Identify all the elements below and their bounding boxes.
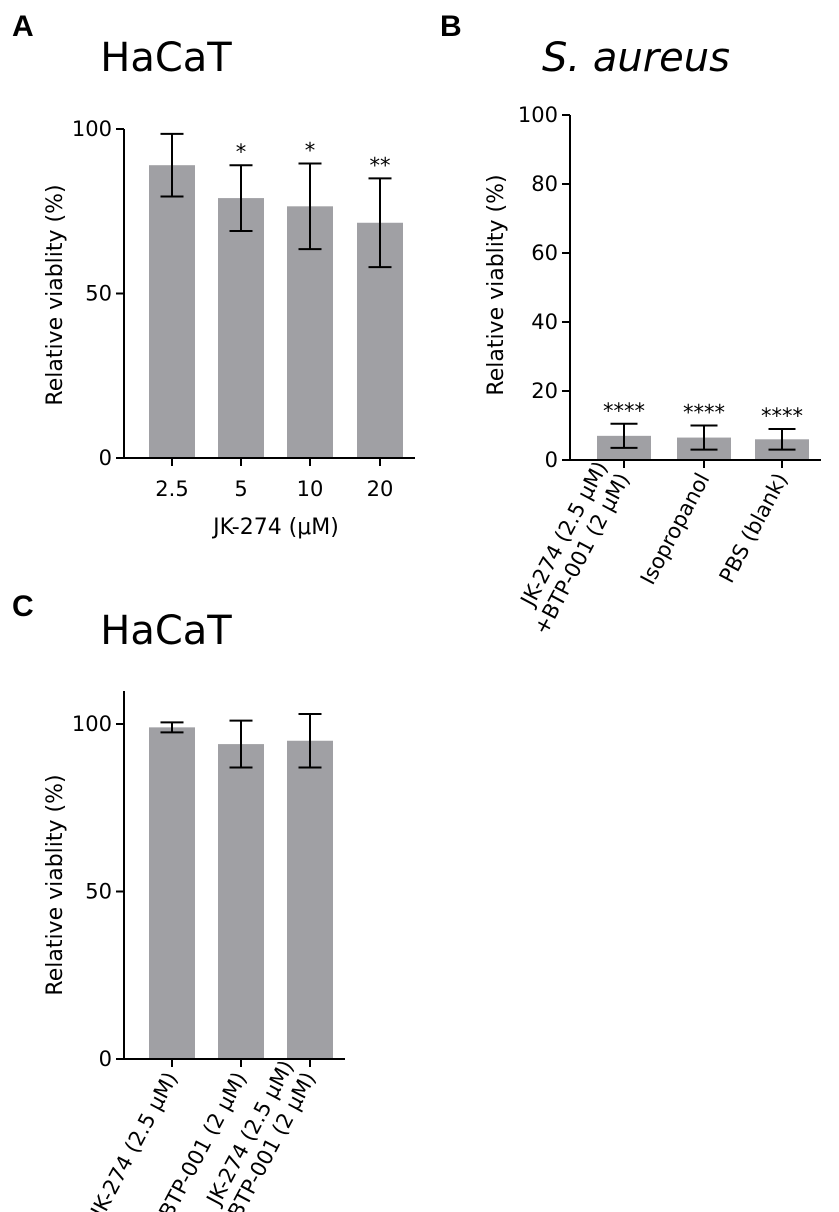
- significance-label: *: [236, 140, 247, 164]
- y-tick-label: 100: [518, 103, 558, 127]
- y-tick-label: 100: [72, 712, 112, 736]
- significance-label: **: [370, 153, 391, 177]
- bar: [287, 740, 333, 1059]
- significance-label: ****: [603, 399, 645, 423]
- y-tick-label: 20: [531, 379, 558, 403]
- y-tick-label: 100: [72, 117, 112, 141]
- x-tick-label: 2.5: [155, 477, 188, 501]
- y-tick-label: 0: [99, 446, 112, 470]
- panel-c: C HaCaT Relative viablity (%) 050100JK-2…: [12, 590, 345, 1212]
- bar: [149, 727, 195, 1059]
- y-axis-title: Relative viablity (%): [43, 184, 68, 405]
- y-tick-label: 80: [531, 172, 558, 196]
- panel-letter: C: [12, 590, 34, 623]
- panel-title: S. aureus: [542, 35, 730, 81]
- significance-label: ****: [683, 401, 725, 425]
- bar: [149, 165, 195, 458]
- x-tick-label: JK-274 (2.5 μM)+BTP-001 (2 μM): [507, 457, 634, 638]
- y-tick-label: 60: [531, 241, 558, 265]
- x-tick-label-line: Isopropanol: [636, 469, 715, 588]
- panel-letter: A: [12, 10, 34, 43]
- y-tick-label: 40: [531, 310, 558, 334]
- y-tick-label: 0: [545, 448, 558, 472]
- y-tick-label: 50: [85, 880, 112, 904]
- significance-label: ****: [761, 404, 803, 428]
- significance-label: *: [305, 139, 316, 163]
- panel-title: HaCaT: [100, 608, 232, 654]
- x-tick-label-line: PBS (blank): [715, 469, 793, 587]
- bar: [218, 198, 264, 458]
- y-tick-label: 50: [85, 282, 112, 306]
- x-tick-label: Isopropanol: [636, 469, 715, 588]
- x-tick-label: 20: [367, 477, 394, 501]
- y-axis-title: Relative viablity (%): [43, 774, 68, 995]
- panel-a: A HaCaT JK-274 (μM) Relative viablity (%…: [12, 10, 415, 540]
- x-tick-label: PBS (blank): [715, 469, 793, 587]
- panel-letter: B: [440, 10, 462, 43]
- x-tick-label: 10: [297, 477, 324, 501]
- x-axis-title: JK-274 (μM): [211, 515, 339, 540]
- y-axis-title: Relative viablity (%): [484, 174, 509, 395]
- panel-b: B S. aureus Relative viablity (%) **** **…: [440, 10, 821, 639]
- bar: [218, 744, 264, 1059]
- x-tick-label: 5: [234, 477, 247, 501]
- panel-title: HaCaT: [100, 35, 232, 81]
- y-tick-label: 0: [99, 1047, 112, 1071]
